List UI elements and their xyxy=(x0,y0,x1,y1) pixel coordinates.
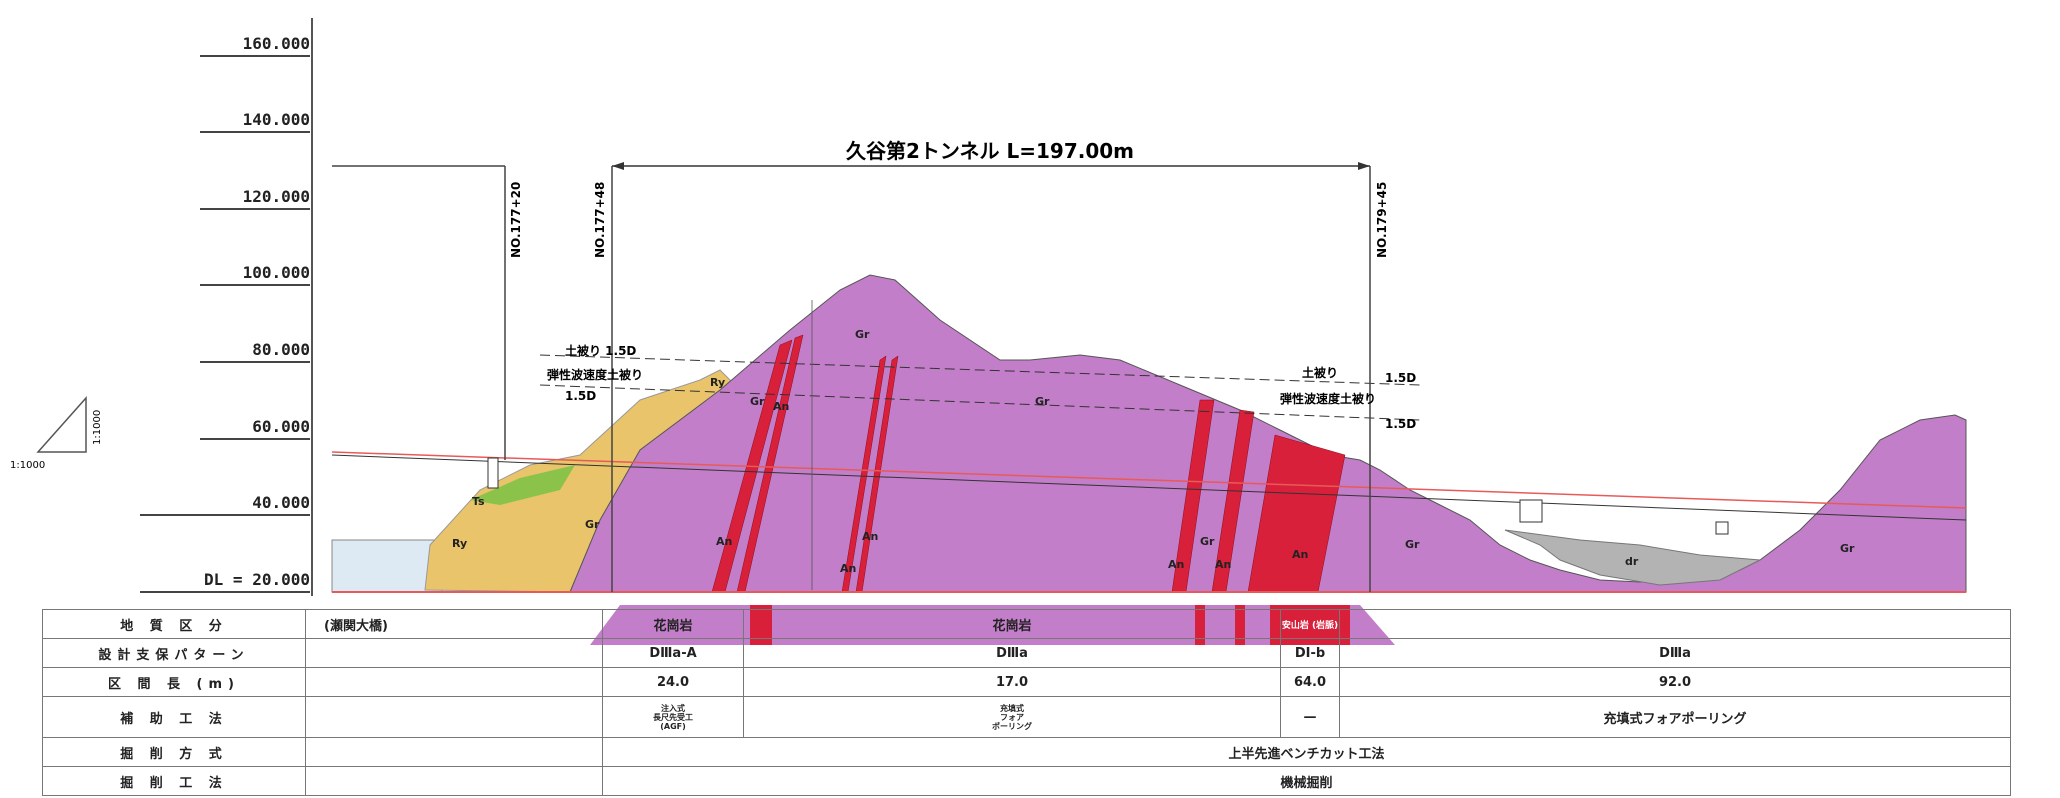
geo-label: Gr xyxy=(855,328,870,341)
cover-label: 弾性波速度土被り xyxy=(547,367,643,382)
empty-cell xyxy=(305,737,603,767)
length-cell: 64.0 xyxy=(1280,667,1340,697)
aux-method-cell: — xyxy=(1280,696,1340,738)
geo-label: An xyxy=(716,535,732,548)
cover-label: 1.5D xyxy=(1385,371,1416,385)
geo-label: Ry xyxy=(452,537,467,550)
pier xyxy=(487,457,499,489)
cover-label: 土被り 1.5D xyxy=(565,343,636,358)
length-cell: 92.0 xyxy=(1339,667,2011,697)
geo-label: An xyxy=(1292,548,1308,561)
wave-cover-line xyxy=(539,384,1421,421)
reference-line xyxy=(331,454,1967,521)
geo-label: Gr xyxy=(750,395,765,408)
elevation-label: 140.000 xyxy=(242,110,310,129)
excavation-work-cell: 機械掘削 xyxy=(602,766,2011,796)
elevation-rule xyxy=(200,55,310,57)
scale-triangle: 1:1000 1:1000 xyxy=(10,396,103,471)
elevation-rule xyxy=(200,361,310,363)
geology-cell: 花崗岩 xyxy=(743,609,1281,639)
empty-cell xyxy=(1339,609,2011,639)
culvert-box xyxy=(1519,499,1543,523)
pattern-cell: DⅢa-A xyxy=(602,638,744,668)
empty-cell xyxy=(305,766,603,796)
design-table: 地 質 区 分 (瀬関大橋) 花崗岩 花崗岩 安山岩 (岩脈) 設計支保パターン… xyxy=(42,609,2011,796)
aux-method-cell: 注入式 長尺先受工 (AGF) xyxy=(602,696,744,738)
elevation-label: DL = 20.000 xyxy=(204,570,310,589)
cover-label: 1.5D xyxy=(1385,417,1416,431)
length-cell: 17.0 xyxy=(743,667,1281,697)
geo-label: An xyxy=(1215,558,1231,571)
pattern-cell: DⅠ-b xyxy=(1280,638,1340,668)
scale-h-label: 1:1000 xyxy=(10,460,45,471)
elevation-rule xyxy=(140,591,310,593)
empty-cell xyxy=(305,638,603,668)
geology-cell: 安山岩 (岩脈) xyxy=(1280,609,1340,639)
row-header: 掘 削 工 法 xyxy=(42,766,306,796)
elevation-rule xyxy=(200,131,310,133)
elevation-label: 120.000 xyxy=(242,187,310,206)
elevation-label: 160.000 xyxy=(242,34,310,53)
cover-label: 弾性波速度土被り xyxy=(1280,391,1376,406)
row-header: 区 間 長 (m) xyxy=(42,667,306,697)
arrow-left-icon xyxy=(612,162,624,170)
geo-label: Gr xyxy=(1200,535,1215,548)
geo-label: Gr xyxy=(1840,542,1855,555)
surface-soil xyxy=(470,465,575,505)
elevation-rule xyxy=(200,438,310,440)
empty-cell xyxy=(305,696,603,738)
debris-deposit xyxy=(1504,529,1762,586)
elevation-label: 60.000 xyxy=(252,417,310,436)
culvert-small xyxy=(1715,521,1729,535)
row-header: 設計支保パターン xyxy=(42,638,306,668)
pattern-cell: DⅢa xyxy=(743,638,1281,668)
ground-line xyxy=(331,451,1967,509)
aux-method-cell: 充填式フォアポーリング xyxy=(1339,696,2011,738)
geo-label: Gr xyxy=(585,518,600,531)
granite-body xyxy=(569,274,1967,593)
geo-label: Gr xyxy=(1405,538,1420,551)
row-header: 掘 削 方 式 xyxy=(42,737,306,767)
pattern-cell: DⅢa xyxy=(1339,638,2011,668)
geo-label: Ry xyxy=(710,376,725,389)
geology-cell: 花崗岩 xyxy=(602,609,744,639)
station-label: NO.177+20 xyxy=(509,182,523,258)
aux-method-cell: 充填式 フォア ポーリング xyxy=(743,696,1281,738)
excavation-method-cell: 上半先進ベンチカット工法 xyxy=(602,737,2011,767)
length-cell: 24.0 xyxy=(602,667,744,697)
tunnel-title: 久谷第2トンネル L=197.00m xyxy=(846,139,1134,163)
elevation-rule xyxy=(200,208,310,210)
elevation-rule xyxy=(140,514,310,516)
arrow-right-icon xyxy=(1358,162,1370,170)
row-header: 地 質 区 分 xyxy=(42,609,306,639)
geo-label: An xyxy=(862,530,878,543)
empty-cell xyxy=(305,667,603,697)
bridge-cell: (瀬関大橋) xyxy=(305,609,603,639)
elevation-label: 100.000 xyxy=(242,263,310,282)
cover-label: 1.5D xyxy=(565,389,596,403)
geo-label: Gr xyxy=(1035,395,1050,408)
geo-label: Ts xyxy=(472,495,485,508)
geo-label: An xyxy=(840,562,856,575)
geo-label: An xyxy=(1168,558,1184,571)
station-label: NO.179+45 xyxy=(1375,182,1389,258)
station-label: NO.177+48 xyxy=(593,182,607,258)
elevation-label: 40.000 xyxy=(252,493,310,512)
row-header: 補 助 工 法 xyxy=(42,696,306,738)
elevation-label: 80.000 xyxy=(252,340,310,359)
geo-label: dr xyxy=(1625,555,1639,568)
cover-line xyxy=(539,354,1421,386)
scale-v-label: 1:1000 xyxy=(92,410,103,445)
elevation-rule xyxy=(200,284,310,286)
geo-label: An xyxy=(773,400,789,413)
cover-label: 土被り xyxy=(1302,365,1338,380)
